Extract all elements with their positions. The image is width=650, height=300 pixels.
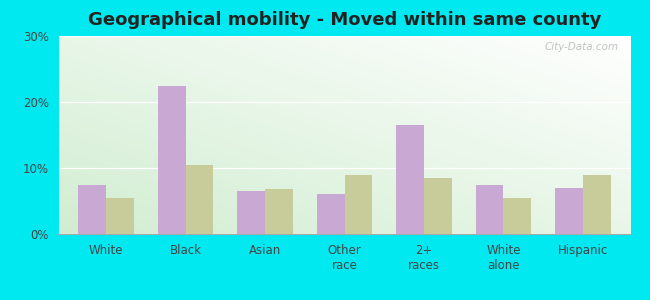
Bar — [424, 178, 452, 234]
Bar — [79, 184, 106, 234]
Bar — [344, 175, 372, 234]
Bar — [317, 194, 345, 234]
Bar — [186, 165, 213, 234]
Bar — [106, 198, 134, 234]
Bar — [396, 125, 424, 234]
Text: City-Data.com: City-Data.com — [545, 42, 619, 52]
Bar — [158, 85, 186, 234]
Title: Geographical mobility - Moved within same county: Geographical mobility - Moved within sam… — [88, 11, 601, 29]
Bar — [503, 198, 531, 234]
Bar — [555, 188, 583, 234]
Bar — [583, 175, 610, 234]
Bar — [265, 189, 293, 234]
Bar — [237, 191, 265, 234]
Bar — [476, 184, 503, 234]
